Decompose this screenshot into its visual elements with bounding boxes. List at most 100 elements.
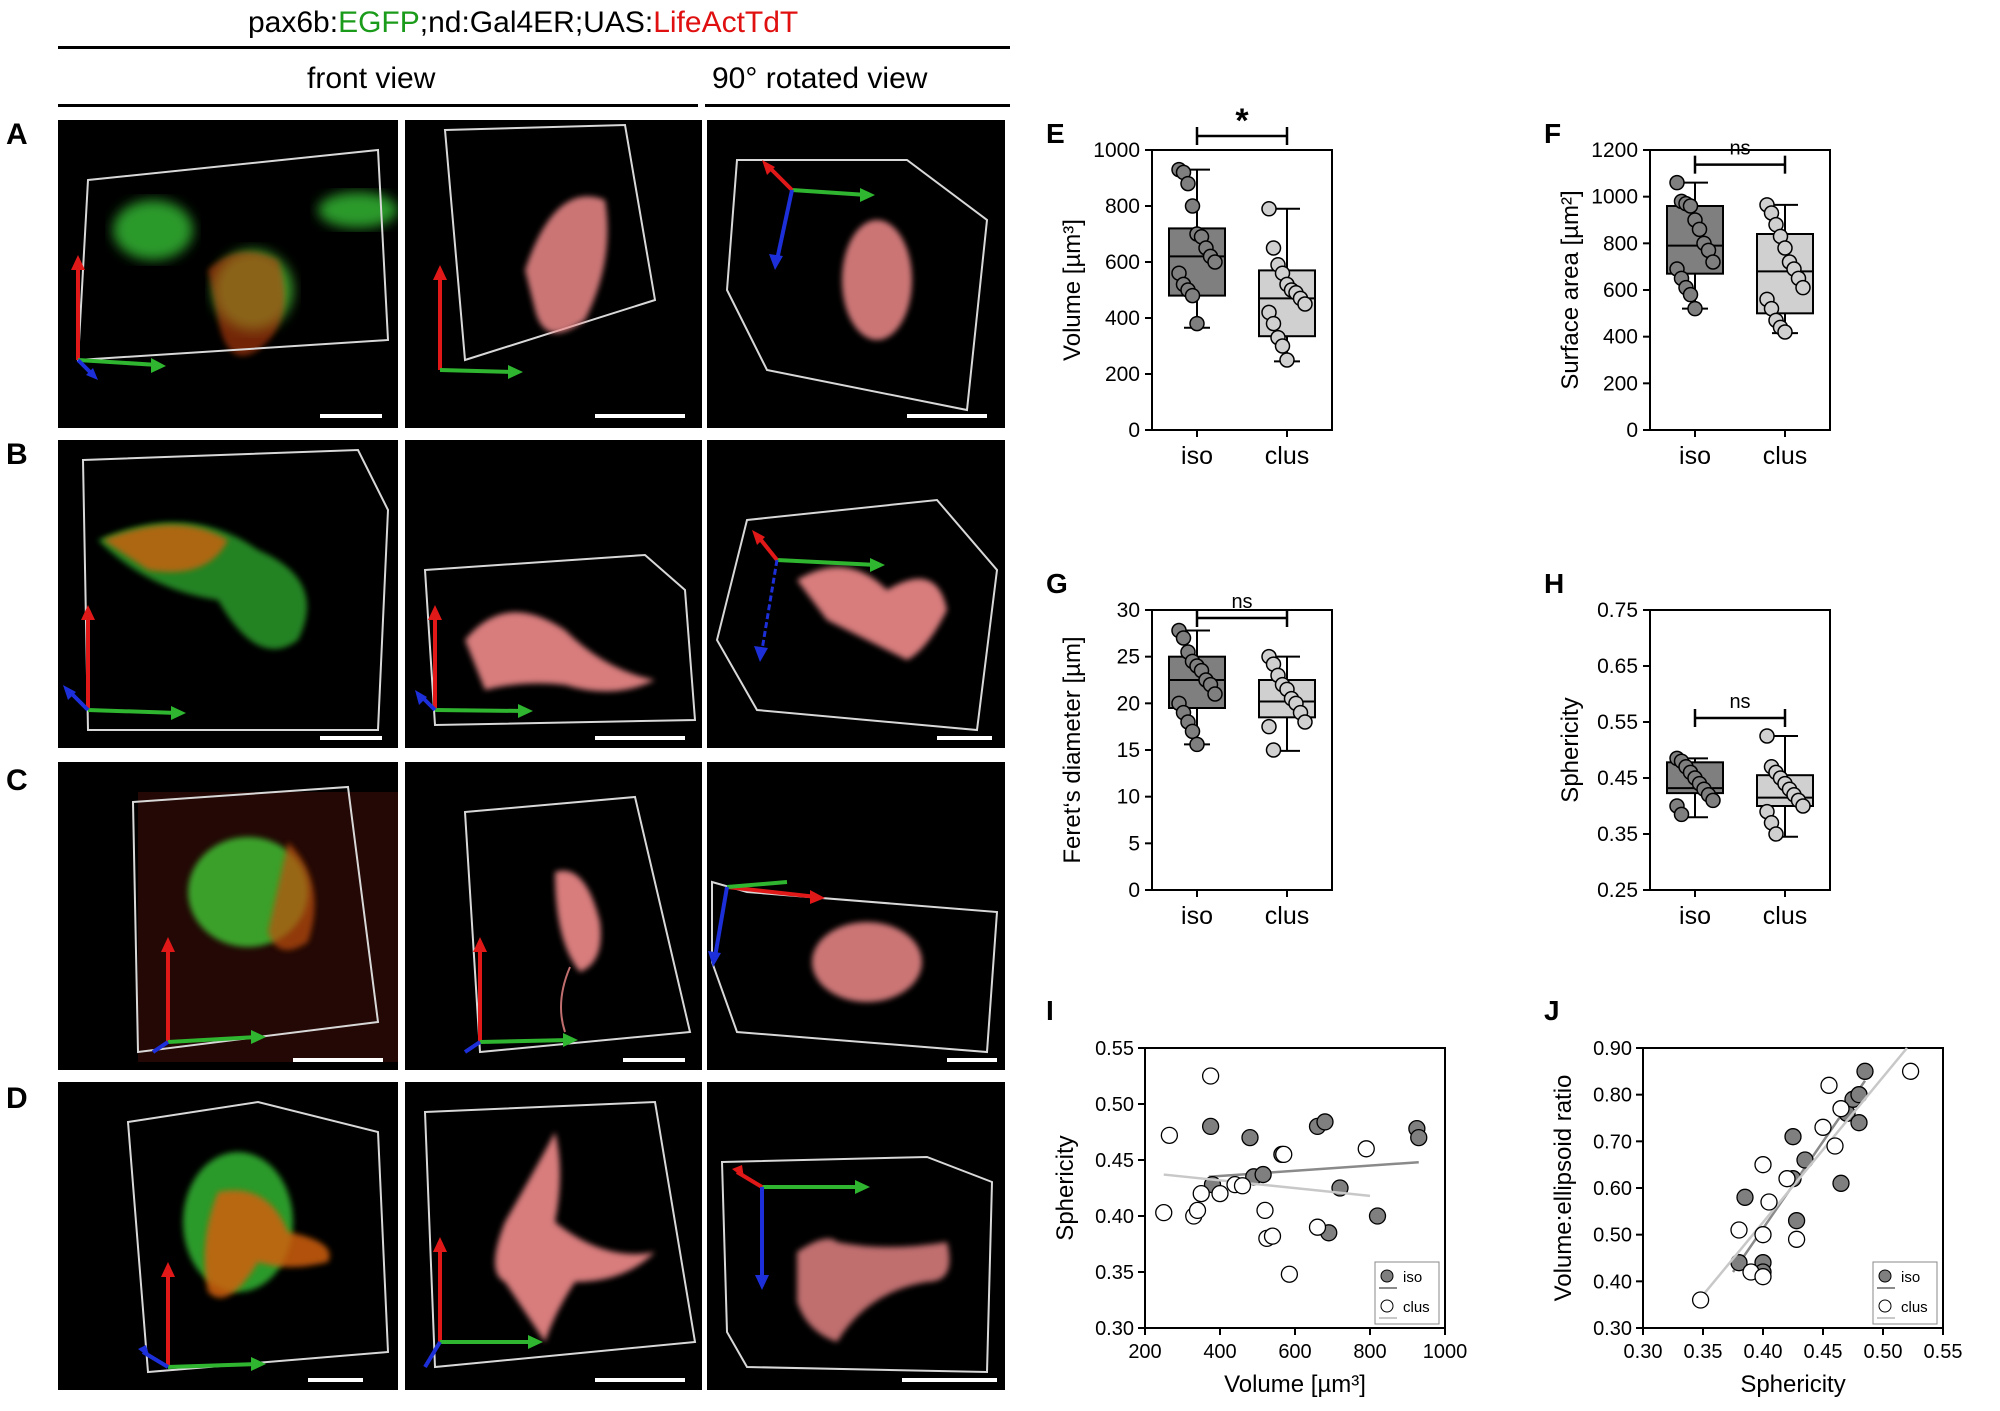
data-point <box>1184 287 1201 304</box>
data-point-iso <box>1856 1062 1874 1080</box>
image-a-lifeact <box>405 120 702 428</box>
data-point <box>1297 714 1313 730</box>
front-view-underline <box>58 104 698 107</box>
legend-label-iso: iso <box>1403 1269 1422 1286</box>
genotype-underline <box>58 46 1010 49</box>
data-point-clus <box>1778 1170 1796 1188</box>
y-tick-label: 600 <box>1105 251 1140 274</box>
image-a-merge <box>58 120 398 428</box>
y-tick-label: 0.30 <box>1095 1318 1134 1340</box>
data-point-iso <box>1784 1128 1802 1146</box>
image-b-lifeact <box>405 440 702 748</box>
plot-frame <box>1151 149 1333 431</box>
genotype-seg-lifeact: LifeActTdT <box>653 6 799 39</box>
data-point <box>1265 315 1282 332</box>
y-tick-label: 1000 <box>1591 186 1638 209</box>
data-point-iso <box>1736 1188 1754 1206</box>
y-tick-label: 0.65 <box>1597 655 1638 678</box>
y-axis-label: Sphericity <box>1052 1135 1079 1240</box>
y-axis-label: Sphericity <box>1557 697 1584 802</box>
significance-label: ns <box>1231 591 1252 613</box>
chart-sphericity-vs-volume-scatter: 0.30 0.35 0.40 0.45 0.50 0.55 200 400 600 800 1000… <box>1052 1038 1468 1398</box>
significance-label: ns <box>1729 691 1750 713</box>
data-point <box>1279 352 1295 368</box>
y-tick-label: 1200 <box>1591 139 1638 162</box>
data-point <box>1207 254 1223 270</box>
y-tick-label: 0 <box>1128 879 1140 902</box>
y-tick-label: 0.25 <box>1597 879 1638 902</box>
legend-label-clus: clus <box>1901 1299 1928 1316</box>
y-tick-label: 0.35 <box>1095 1262 1134 1284</box>
fit-line-clus <box>1163 1173 1371 1198</box>
x-tick-label: iso <box>1181 902 1213 930</box>
data-point-iso <box>1787 1212 1806 1230</box>
legend-label-iso: iso <box>1901 1269 1920 1286</box>
x-tick-label: 0.45 <box>1804 1341 1843 1363</box>
image-c-merge <box>58 762 398 1070</box>
data-point <box>1207 686 1223 702</box>
y-tick-label: 400 <box>1603 326 1638 349</box>
data-point <box>1265 240 1282 256</box>
image-d-lifeact <box>405 1082 702 1390</box>
y-tick-label: 0 <box>1128 419 1140 442</box>
genotype-seg-egfp: EGFP <box>338 6 420 39</box>
y-tick-label: 30 <box>1117 599 1140 622</box>
y-tick-label: 0.45 <box>1095 1150 1134 1172</box>
row-label-a: A <box>6 118 28 151</box>
y-tick-label: 15 <box>1117 739 1140 762</box>
significance-label: ns <box>1729 138 1750 160</box>
data-point <box>1189 315 1205 332</box>
data-point-clus <box>1787 1230 1806 1248</box>
y-tick-label: 0 <box>1626 419 1638 442</box>
data-point <box>1261 201 1277 217</box>
y-tick-label: 5 <box>1128 832 1140 855</box>
image-c-lifeact <box>405 762 702 1070</box>
panel-label-h: H <box>1544 568 1565 599</box>
y-tick-label: 400 <box>1105 307 1140 330</box>
genotype-label: pax6b:EGFP;nd:Gal4ER;UAS:LifeActTdT <box>248 6 798 40</box>
data-point-iso <box>1368 1207 1387 1225</box>
y-axis-label: Surface area [µm²] <box>1557 190 1584 389</box>
legend-marker-iso <box>1878 1269 1892 1283</box>
data-point-clus <box>1691 1291 1710 1309</box>
data-point <box>1687 300 1703 317</box>
data-point-clus <box>1211 1184 1229 1203</box>
data-point-clus <box>1754 1268 1772 1286</box>
plot-frame <box>1151 609 1333 891</box>
data-point-iso <box>1254 1165 1272 1184</box>
panel-label-i: I <box>1046 995 1054 1026</box>
y-tick-label: 200 <box>1105 363 1140 386</box>
data-point-iso <box>1241 1128 1259 1147</box>
row-label-b: B <box>6 438 28 471</box>
y-axis-label: Volume [µm³] <box>1059 219 1086 361</box>
data-point <box>1189 736 1205 753</box>
data-point <box>1795 279 1811 296</box>
y-axis-label: Volume:ellipsoid ratio <box>1550 1075 1577 1302</box>
rotated-view-label: 90° rotated view <box>712 62 928 95</box>
data-point <box>1682 198 1699 214</box>
y-tick-label: 0.75 <box>1597 599 1638 622</box>
data-point-clus <box>1160 1126 1179 1145</box>
panel-label-e: E <box>1046 118 1065 149</box>
data-point <box>1705 254 1721 270</box>
panel-label-j: J <box>1544 995 1560 1026</box>
image-d-merge <box>58 1082 398 1390</box>
data-point-clus <box>1901 1062 1920 1080</box>
y-tick-label: 0.70 <box>1593 1131 1632 1153</box>
x-tick-label: iso <box>1679 442 1711 470</box>
data-point-clus <box>1826 1137 1844 1155</box>
y-tick-label: 0.40 <box>1593 1271 1632 1293</box>
y-tick-label: 800 <box>1603 232 1638 255</box>
row-label-d: D <box>6 1082 28 1115</box>
chart-volume-boxplot: 0 200 400 600 800 1000 Volume [µm³] iso clus * <box>1059 102 1333 470</box>
y-axis-label: Feret‘s diameter [µm] <box>1059 636 1086 863</box>
fit-line-clus <box>1696 1047 1908 1304</box>
data-point <box>1682 286 1699 303</box>
image-b-rotated <box>707 440 1005 748</box>
data-point <box>1261 718 1277 735</box>
y-tick-label: 1000 <box>1093 139 1140 162</box>
image-b-merge <box>58 440 398 748</box>
data-point-iso <box>1832 1174 1850 1192</box>
x-tick-label: 1000 <box>1423 1341 1468 1363</box>
chart-surface-area-boxplot: 0 200 400 600 800 1000 1200 Surface area [µm²] i… <box>1557 138 1831 470</box>
